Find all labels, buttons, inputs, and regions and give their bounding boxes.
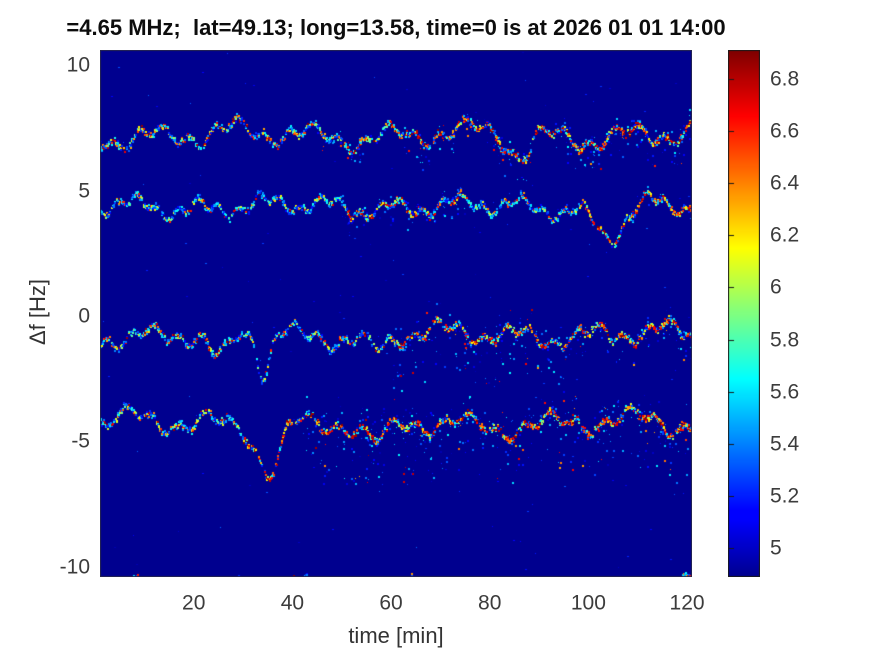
y-tick-label: 5 xyxy=(78,179,90,203)
plot-title: =4.65 MHz; lat=49.13; long=13.58, time=0… xyxy=(66,15,726,40)
x-tick-label: 80 xyxy=(478,591,502,615)
x-tick-label: 20 xyxy=(182,591,206,615)
colorbar-tick-label: 6.2 xyxy=(770,223,800,247)
colorbar-tick-label: 5.8 xyxy=(770,328,800,352)
colorbar-tick-label: 5.2 xyxy=(770,484,800,508)
colorbar-tick-label: 6.6 xyxy=(770,119,800,143)
colorbar-tick-label: 6.4 xyxy=(770,171,800,195)
x-axis-label: time [min] xyxy=(348,623,444,648)
colorbar-tick-label: 6 xyxy=(770,275,782,299)
colorbar-tick-label: 5.4 xyxy=(770,432,800,456)
colorbar-tick-label: 5 xyxy=(770,536,782,560)
colorbar-tick-label: 5.6 xyxy=(770,380,800,404)
colorbar xyxy=(728,50,760,577)
y-tick-label: -10 xyxy=(59,555,90,579)
colorbar-tick-label: 6.8 xyxy=(770,67,800,91)
y-tick-label: 0 xyxy=(78,304,90,328)
x-tick-label: 100 xyxy=(570,591,606,615)
x-tick-label: 60 xyxy=(379,591,403,615)
y-tick-label: -5 xyxy=(71,429,90,453)
x-tick-label: 40 xyxy=(280,591,305,615)
x-tick-label: 120 xyxy=(669,591,705,615)
spectrogram-plot xyxy=(100,50,692,577)
y-tick-label: 10 xyxy=(66,53,90,77)
